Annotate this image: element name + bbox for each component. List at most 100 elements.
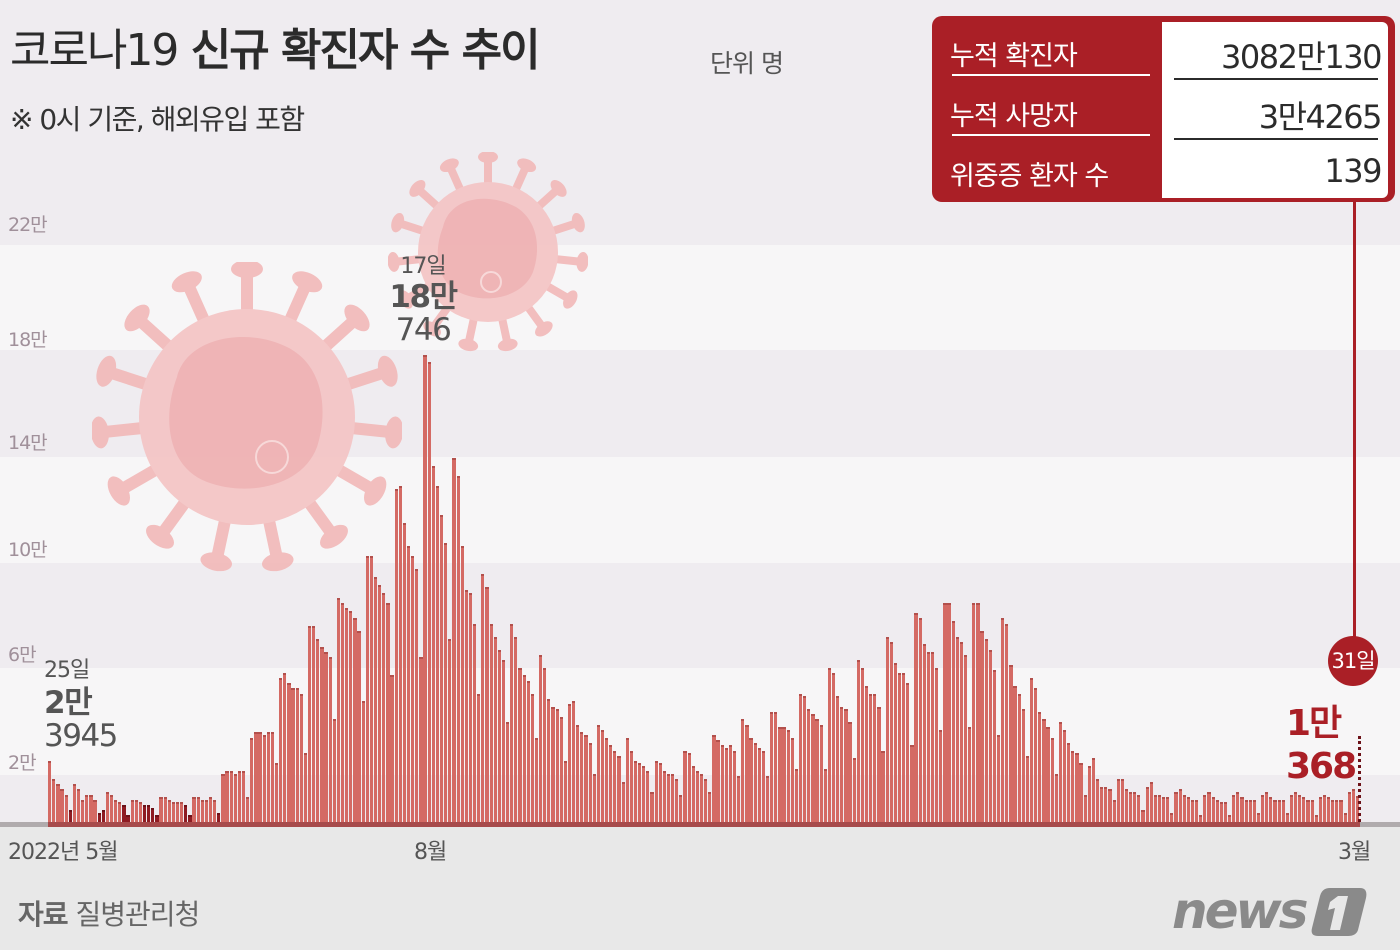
bar [996, 735, 1001, 823]
bar [1025, 755, 1030, 823]
stats-row-cumulative-cases: 누적 확진자 3082만130 [932, 22, 1395, 82]
bar [1001, 618, 1005, 823]
bar [435, 486, 440, 823]
bar [1166, 797, 1170, 823]
bar [922, 644, 926, 823]
bar [555, 709, 559, 823]
bar [386, 602, 390, 823]
bar [1294, 791, 1298, 823]
bar [303, 753, 308, 823]
bar [642, 766, 646, 823]
bar [1335, 799, 1339, 823]
bar [572, 701, 576, 823]
bar [522, 675, 526, 823]
peak-value-line1: 18만 [389, 279, 458, 315]
bar [1145, 786, 1149, 823]
bar [353, 618, 357, 823]
bar [1071, 750, 1075, 823]
title-main: 신규 확진자 수 추이 [177, 25, 541, 76]
bar [262, 735, 266, 823]
bar [221, 773, 225, 823]
bar [1248, 799, 1252, 823]
bar [279, 678, 283, 823]
bar [1355, 796, 1360, 823]
bar [171, 802, 176, 823]
bar [749, 737, 753, 823]
bar [1281, 799, 1285, 823]
y-tick-18man: 18만 [8, 329, 48, 351]
end-day-badge: 31일 [1328, 636, 1378, 686]
bar [629, 750, 633, 823]
bar [848, 722, 852, 823]
bar [464, 590, 468, 823]
bar [798, 693, 803, 823]
x-tick-aug: 8월 [414, 840, 447, 865]
bar [765, 776, 770, 823]
bar [889, 641, 893, 823]
unit-label: 단위 명 [710, 49, 784, 78]
bar [225, 771, 229, 823]
bar-series [48, 355, 1360, 823]
bar [506, 722, 510, 823]
bar [332, 719, 336, 823]
bar [266, 732, 270, 823]
bar [72, 784, 77, 823]
bar [1203, 794, 1207, 823]
stats-value: 3082만130 [1221, 38, 1382, 76]
bar [1277, 799, 1281, 823]
svg-text:news: news [1172, 882, 1307, 938]
bar [460, 545, 464, 823]
bar [258, 732, 262, 823]
bar [184, 804, 188, 823]
bar [473, 623, 477, 823]
bar [584, 735, 588, 823]
bar [679, 794, 683, 823]
bar [625, 737, 629, 823]
start-value-line1: 2만 [44, 685, 93, 721]
bar [175, 802, 180, 823]
bar [959, 641, 964, 823]
bar [1149, 781, 1153, 823]
bar [1100, 786, 1104, 823]
y-tick-10man: 10만 [8, 539, 48, 561]
bar [118, 802, 122, 823]
bar [390, 675, 394, 823]
start-day: 25일 [44, 658, 90, 683]
bar [906, 683, 910, 823]
bar [1269, 797, 1273, 823]
bar [662, 771, 666, 823]
bar [159, 797, 163, 823]
bar [1153, 794, 1157, 823]
x-axis-bar-base [48, 822, 1360, 827]
bar [753, 742, 757, 823]
bar [126, 815, 130, 823]
bar [1252, 799, 1256, 823]
bar [64, 794, 68, 823]
bar [650, 791, 654, 823]
bar [398, 486, 402, 823]
bar [786, 729, 790, 823]
bar [307, 626, 312, 823]
end-value-label: 1만368 [1286, 703, 1357, 787]
bar [530, 693, 534, 823]
bar [151, 807, 155, 823]
bar [1075, 753, 1079, 823]
bar [208, 797, 213, 823]
bar [105, 791, 110, 823]
bg-band-6-10 [0, 563, 1400, 668]
bar [1318, 797, 1322, 823]
bar [1289, 794, 1294, 823]
chart-title: 코로나19 신규 확진자 수 추이 [10, 14, 541, 78]
bar [246, 797, 250, 823]
bar [312, 626, 316, 823]
bar [1054, 773, 1058, 823]
bar [761, 750, 766, 823]
bar [439, 514, 444, 823]
bar [881, 750, 885, 823]
bar [873, 693, 877, 823]
bar [580, 732, 584, 823]
bar [539, 654, 543, 823]
y-tick-6man: 6만 [8, 644, 37, 666]
bar [1314, 815, 1318, 823]
bar [1302, 797, 1306, 823]
